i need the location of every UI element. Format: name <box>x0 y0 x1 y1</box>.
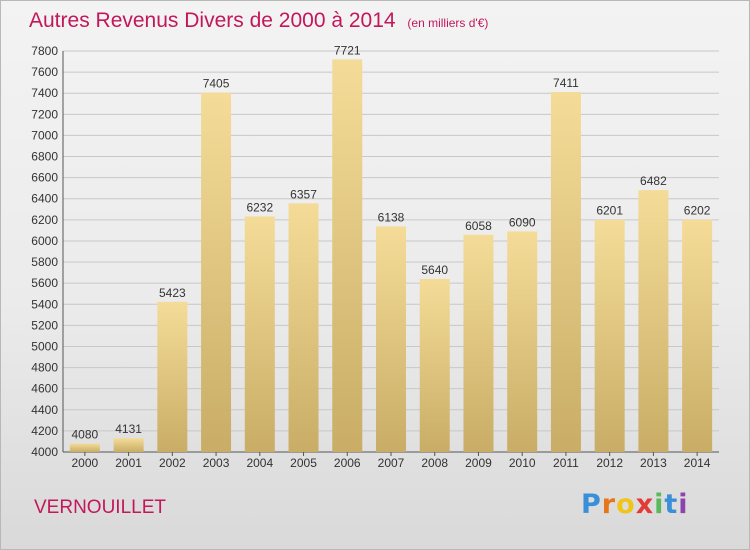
y-tick-label: 7600 <box>31 65 58 79</box>
logo-letter: t <box>664 489 679 520</box>
y-tick-label: 4600 <box>31 382 58 396</box>
data-label: 4131 <box>115 422 142 436</box>
bar <box>376 226 406 452</box>
chart-title: Autres Revenus Divers de 2000 à 2014 (en… <box>29 9 488 33</box>
x-tick-label: 2003 <box>203 456 230 470</box>
bar <box>682 219 713 452</box>
y-tick-label: 7400 <box>31 86 58 100</box>
y-tick-label: 6800 <box>31 150 58 164</box>
bar <box>507 231 538 452</box>
bar <box>157 301 188 452</box>
data-label: 6357 <box>290 187 317 201</box>
y-tick-label: 5800 <box>31 255 58 269</box>
data-label: 7411 <box>553 76 579 90</box>
x-tick-label: 2004 <box>246 456 273 470</box>
x-tick-label: 2011 <box>553 456 579 470</box>
x-tick-label: 2007 <box>378 456 405 470</box>
bar <box>550 92 581 452</box>
x-tick-label: 2014 <box>684 456 711 470</box>
data-label: 5423 <box>159 286 186 300</box>
y-tick-label: 4400 <box>31 403 58 417</box>
bar <box>201 92 232 452</box>
y-tick-label: 7800 <box>31 44 58 58</box>
x-tick-label: 2010 <box>509 456 536 470</box>
bar <box>638 190 669 452</box>
bar <box>288 203 319 452</box>
data-label: 6482 <box>640 174 667 188</box>
data-label: 5640 <box>421 263 448 277</box>
bar <box>69 443 100 452</box>
x-tick-label: 2001 <box>115 456 142 470</box>
data-label: 6232 <box>246 200 273 214</box>
bar <box>419 278 450 452</box>
data-label: 7405 <box>203 77 230 91</box>
title-unit: (en milliers d'€) <box>407 16 489 30</box>
y-tick-label: 4800 <box>31 361 58 375</box>
logo-letter: x <box>635 489 655 520</box>
data-label: 6090 <box>509 215 536 229</box>
y-tick-label: 6000 <box>31 234 58 248</box>
y-tick-label: 6600 <box>31 171 58 185</box>
y-tick-label: 6400 <box>31 192 58 206</box>
commune-name: VERNOUILLET <box>34 497 166 518</box>
x-tick-label: 2005 <box>290 456 317 470</box>
bar <box>594 219 625 452</box>
bar <box>463 234 494 452</box>
x-tick-label: 2006 <box>334 456 361 470</box>
x-tick-label: 2013 <box>640 456 667 470</box>
logo-letter: i <box>678 489 689 520</box>
y-tick-label: 4000 <box>31 445 58 459</box>
y-tick-label: 5200 <box>31 318 58 332</box>
bar <box>332 59 363 452</box>
logo-letter: o <box>616 489 636 520</box>
data-label: 4080 <box>72 428 99 442</box>
data-label: 6138 <box>378 210 405 224</box>
x-tick-label: 2012 <box>596 456 623 470</box>
logo-letter: r <box>601 489 617 520</box>
y-tick-label: 7200 <box>31 107 58 121</box>
x-tick-label: 2009 <box>465 456 492 470</box>
proxiti-logo: Proxiti <box>581 489 689 520</box>
x-tick-label: 2000 <box>72 456 99 470</box>
y-tick-label: 5600 <box>31 276 58 290</box>
logo-letter: P <box>581 489 602 520</box>
data-label: 6201 <box>596 204 623 218</box>
x-tick-label: 2008 <box>421 456 448 470</box>
bar <box>244 216 275 452</box>
title-main: Autres Revenus Divers de 2000 à 2014 <box>29 9 396 32</box>
y-tick-label: 5000 <box>31 339 58 353</box>
y-tick-label: 7000 <box>31 128 58 142</box>
y-tick-label: 5400 <box>31 297 58 311</box>
data-label: 7721 <box>334 43 361 57</box>
logo-letter: i <box>654 489 665 520</box>
data-label: 6058 <box>465 219 492 233</box>
y-tick-label: 6200 <box>31 213 58 227</box>
data-label: 6202 <box>684 204 711 218</box>
x-tick-label: 2002 <box>159 456 186 470</box>
bar <box>113 438 144 452</box>
y-tick-label: 4200 <box>31 424 58 438</box>
